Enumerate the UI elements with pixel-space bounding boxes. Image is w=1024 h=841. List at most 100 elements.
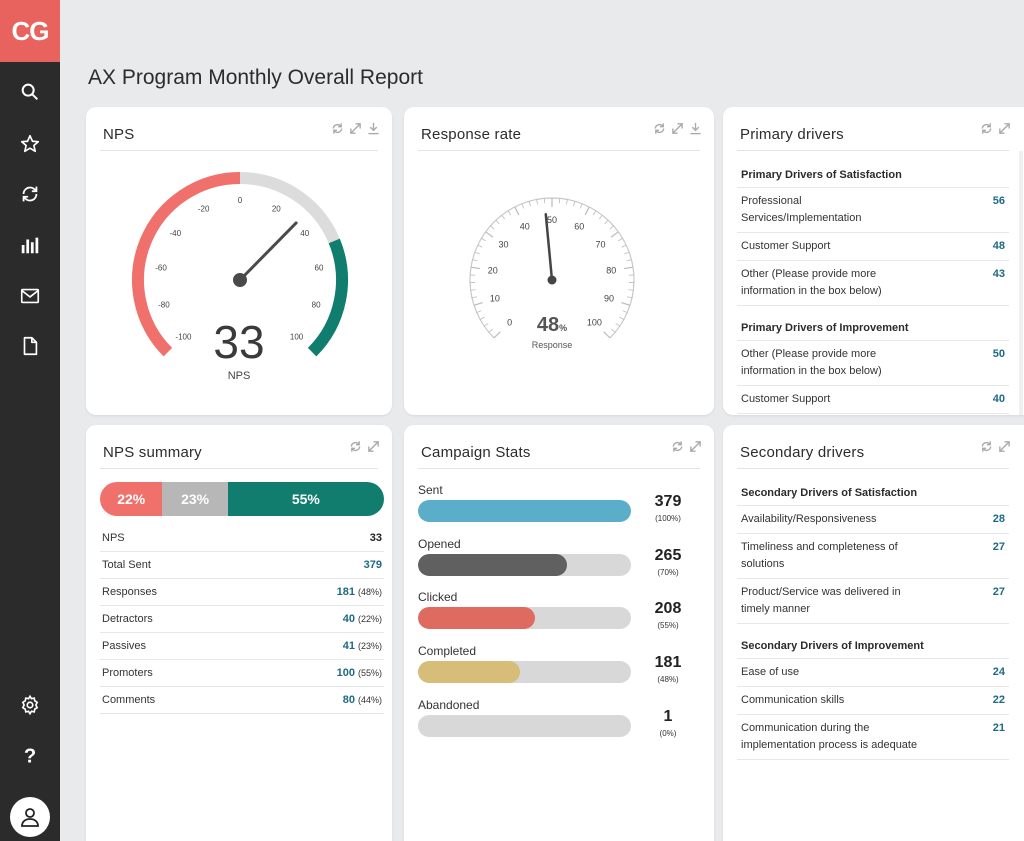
gauge-tick-label: 0 [238, 196, 243, 205]
avatar[interactable] [10, 797, 50, 837]
sidebar: CG ? [0, 0, 60, 841]
svg-text:?: ? [24, 745, 36, 766]
scrollbar[interactable] [1019, 151, 1023, 415]
campaign-item-abandoned: Abandoned 1 (0%) [418, 698, 677, 738]
gauge-tick [622, 310, 628, 313]
nps-card: NPS -100 -80 -60 -40 -20 0 20 40 60 80 100 33 NPS [86, 107, 392, 415]
gauge-tick-label: 80 [312, 301, 321, 310]
card-tools [653, 122, 702, 135]
campaign-stats-card: Campaign Stats Sent 379 (100%) Opened 26… [404, 425, 714, 841]
table-row: Detractors 40 (22%) [100, 606, 384, 633]
needle-hub [547, 275, 557, 285]
table-row: Comments 80 (44%) [100, 687, 384, 714]
refresh-icon[interactable] [0, 174, 60, 214]
refresh-icon[interactable] [331, 122, 344, 135]
gauge-tick-label: 100 [587, 317, 602, 327]
gauge-tick [566, 199, 568, 205]
gauge-tick-label: 60 [574, 222, 584, 232]
download-icon[interactable] [367, 122, 380, 135]
gauge-tick [579, 203, 583, 209]
card-tools [349, 440, 380, 453]
nps-label: NPS [227, 370, 251, 382]
mail-icon[interactable] [0, 276, 60, 316]
expand-icon[interactable] [689, 440, 702, 453]
list-item: Other (Please provide more information i… [737, 341, 1009, 386]
gauge-tick [474, 251, 480, 255]
gauge-tick [490, 225, 495, 230]
list-item: Communication skills 22 [737, 687, 1009, 715]
list-item: Customer Support 40 [737, 386, 1009, 414]
progress-fill [418, 500, 631, 522]
gear-icon[interactable] [0, 685, 60, 725]
gauge-tick [470, 266, 480, 270]
group-heading: Secondary Drivers of Satisfaction [737, 483, 1009, 506]
gauge-tick [483, 322, 489, 327]
response-card: Response rate 0 10 20 30 40 50 60 70 80 90 100 48%… [404, 107, 714, 415]
campaign-item-clicked: Clicked 208 (55%) [418, 590, 682, 630]
user-icon [21, 808, 39, 827]
campaign-item-sent: Sent 379 (100%) [418, 483, 682, 523]
gauge-tick-label: 0 [507, 317, 512, 327]
response-gauge: 0 10 20 30 40 50 60 70 80 90 100 [469, 197, 635, 339]
card-title: Primary drivers [740, 126, 844, 143]
summary-table: NPS 33 Total Sent 379 Responses 181 (48%) De… [100, 525, 384, 714]
progress-track [418, 661, 631, 683]
response-value: 48% [404, 314, 700, 337]
expand-icon[interactable] [998, 440, 1011, 453]
gauge-tick-label: 40 [300, 229, 309, 238]
passive-arc [239, 172, 340, 244]
gauge-tick [495, 219, 500, 225]
list-item: Availability/Responsiveness 28 [737, 506, 1009, 534]
gauge-tick [609, 225, 614, 230]
group-heading: Primary Drivers of Satisfaction [737, 165, 1009, 188]
progress-fill [418, 607, 536, 629]
progress-fill [418, 554, 568, 576]
download-icon[interactable] [689, 122, 702, 135]
gauge-tick [610, 231, 619, 238]
expand-icon[interactable] [998, 122, 1011, 135]
card-title: Response rate [421, 126, 522, 143]
refresh-icon[interactable] [671, 440, 684, 453]
expand-icon[interactable] [367, 440, 380, 453]
table-row: Promoters 100 (55%) [100, 660, 384, 687]
secondary-drivers-list: Secondary Drivers of Satisfaction Availa… [737, 483, 1009, 760]
gauge-tick-label: 10 [490, 294, 500, 304]
gauge-tick [621, 301, 631, 306]
expand-icon[interactable] [671, 122, 684, 135]
logo[interactable]: CG [0, 0, 60, 62]
gauge-tick [611, 328, 616, 333]
document-icon[interactable] [0, 326, 60, 366]
gauge-tick-label: 100 [290, 333, 304, 342]
card-title: NPS [103, 126, 135, 143]
table-row: Responses 181 (48%) [100, 579, 384, 606]
search-icon[interactable] [0, 72, 60, 112]
gauge-tick [627, 296, 633, 299]
refresh-icon[interactable] [980, 122, 993, 135]
passives-segment: 23% [162, 482, 228, 516]
bar-chart-icon[interactable] [0, 225, 60, 265]
refresh-icon[interactable] [980, 440, 993, 453]
list-item: Product/Service was delivered in timely … [737, 579, 1009, 624]
gauge-tick [573, 201, 576, 207]
card-tools [671, 440, 702, 453]
gauge-tick [481, 237, 486, 242]
gauge-tick-label: -40 [169, 229, 181, 238]
list-item: Communication during the implementation … [737, 715, 1009, 760]
expand-icon[interactable] [349, 122, 362, 135]
detractor-arc [132, 172, 241, 357]
secondary-drivers-card: Secondary drivers Secondary Drivers of S… [723, 425, 1024, 841]
refresh-icon[interactable] [653, 122, 666, 135]
gauge-tick [618, 237, 623, 242]
list-item: Professional Services/Implementation 56 [737, 188, 1009, 233]
list-item: Ease of use 24 [737, 659, 1009, 687]
progress-track [418, 715, 631, 737]
gauge-tick-label: 40 [520, 222, 530, 232]
nps-summary-card: NPS summary 22% 23% 55% NPS 33 Total Sent… [86, 425, 392, 841]
star-icon[interactable] [0, 124, 60, 164]
list-item: Customer Support 48 [737, 233, 1009, 261]
gauge-needle [238, 221, 298, 282]
gauge-tick [592, 210, 597, 216]
table-row: NPS 33 [100, 525, 384, 552]
help-icon[interactable]: ? [0, 735, 60, 775]
refresh-icon[interactable] [349, 440, 362, 453]
